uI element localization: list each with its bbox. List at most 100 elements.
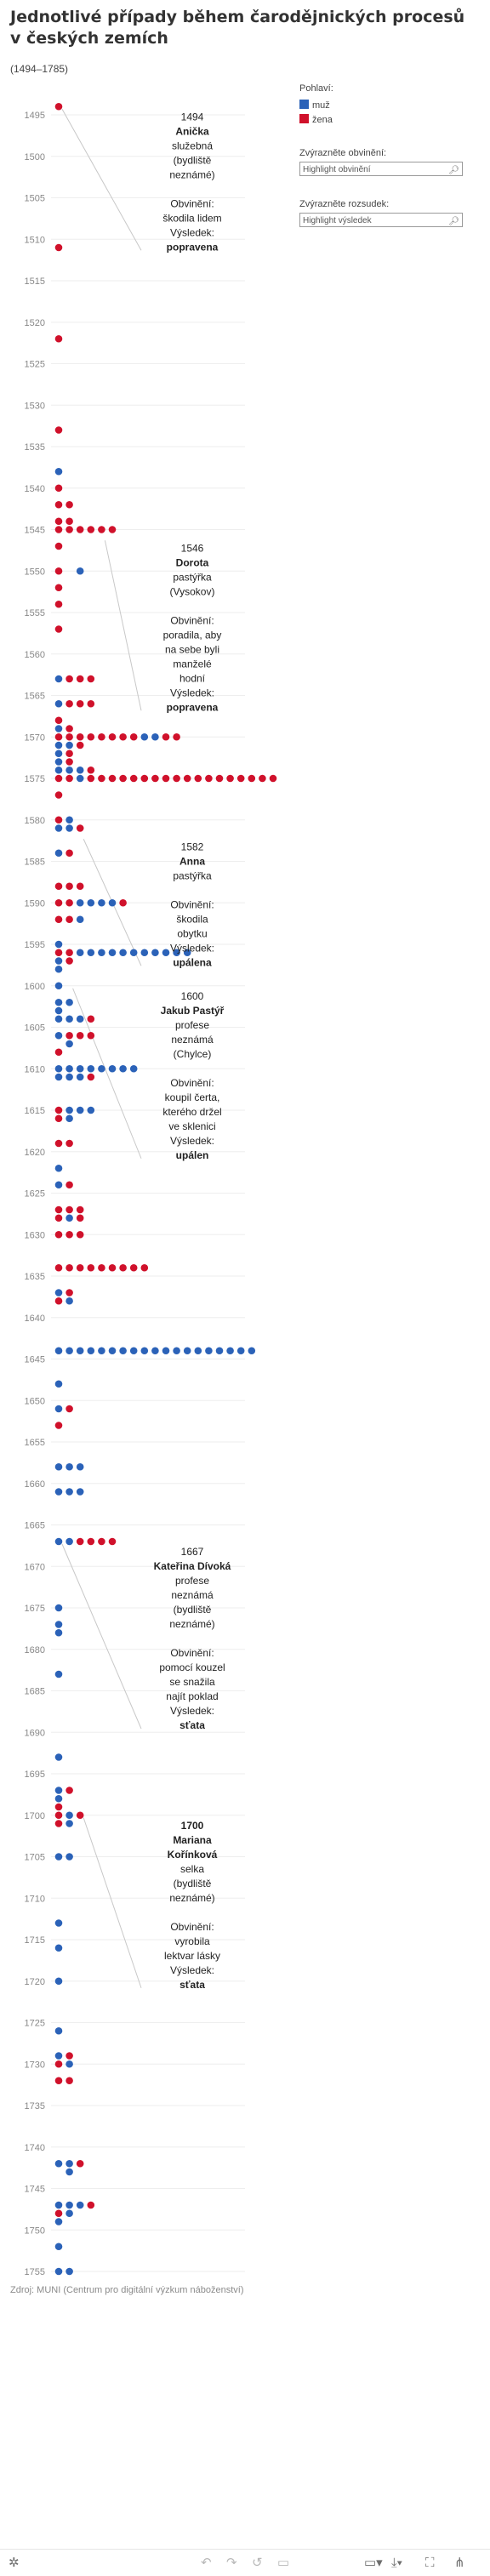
- case-dot-muz[interactable]: [66, 998, 73, 1006]
- case-dot-zena[interactable]: [108, 732, 117, 741]
- case-dot-muz[interactable]: [66, 1106, 73, 1114]
- case-dot-zena[interactable]: [66, 1405, 73, 1413]
- case-dot-zena[interactable]: [76, 1263, 84, 1272]
- case-dot-zena[interactable]: [76, 824, 84, 832]
- case-dot-muz[interactable]: [66, 1040, 73, 1048]
- case-dot-zena[interactable]: [54, 426, 63, 434]
- case-dot-zena[interactable]: [76, 675, 84, 683]
- case-dot-muz[interactable]: [54, 1670, 63, 1678]
- case-dot-muz[interactable]: [119, 949, 127, 957]
- case-dot-muz[interactable]: [108, 1064, 117, 1073]
- case-dot-zena[interactable]: [54, 1048, 63, 1057]
- case-dot-zena[interactable]: [76, 1537, 84, 1546]
- case-dot-muz[interactable]: [54, 1944, 63, 1952]
- case-dot-zena[interactable]: [76, 1230, 84, 1239]
- case-dot-muz[interactable]: [76, 774, 84, 783]
- case-dot-zena[interactable]: [54, 542, 63, 550]
- case-dot-muz[interactable]: [54, 1753, 63, 1761]
- case-dot-muz[interactable]: [87, 1064, 95, 1073]
- case-dot-muz[interactable]: [54, 2243, 63, 2251]
- case-dot-muz[interactable]: [54, 1488, 63, 1496]
- case-dot-zena[interactable]: [226, 774, 234, 783]
- case-dot-muz[interactable]: [66, 1853, 73, 1861]
- case-dot-muz[interactable]: [66, 824, 73, 832]
- case-dot-zena[interactable]: [98, 774, 105, 783]
- case-dot-muz[interactable]: [151, 732, 159, 741]
- case-dot-muz[interactable]: [54, 982, 63, 990]
- case-dot-muz[interactable]: [66, 1064, 73, 1073]
- case-dot-muz[interactable]: [54, 1853, 63, 1861]
- case-dot-zena[interactable]: [76, 2159, 84, 2168]
- case-dot-zena[interactable]: [54, 1820, 63, 1827]
- case-dot-muz[interactable]: [76, 1064, 84, 1073]
- case-dot-muz[interactable]: [76, 2201, 84, 2209]
- case-dot-muz[interactable]: [66, 2209, 73, 2218]
- search-icon[interactable]: 🔎︎: [448, 217, 459, 226]
- case-dot-muz[interactable]: [140, 732, 149, 741]
- case-dot-zena[interactable]: [54, 1811, 63, 1820]
- case-dot-muz[interactable]: [66, 1347, 73, 1355]
- case-dot-zena[interactable]: [66, 526, 73, 533]
- tableau-logo-icon[interactable]: ✲: [9, 2556, 20, 2570]
- case-dot-muz[interactable]: [54, 2267, 63, 2276]
- case-dot-muz[interactable]: [129, 949, 138, 957]
- case-dot-zena[interactable]: [66, 1787, 73, 1794]
- case-dot-zena[interactable]: [54, 882, 63, 891]
- case-dot-muz[interactable]: [54, 1462, 63, 1471]
- case-dot-muz[interactable]: [66, 1820, 73, 1827]
- case-dot-muz[interactable]: [54, 1628, 63, 1637]
- case-dot-zena[interactable]: [87, 1031, 95, 1040]
- case-dot-zena[interactable]: [119, 732, 127, 741]
- case-dot-muz[interactable]: [76, 1106, 84, 1114]
- case-dot-muz[interactable]: [76, 766, 84, 774]
- case-dot-zena[interactable]: [54, 2209, 63, 2218]
- case-dot-zena[interactable]: [98, 1263, 105, 1272]
- case-dot-muz[interactable]: [87, 949, 95, 957]
- case-dot-muz[interactable]: [54, 1164, 63, 1172]
- case-dot-muz[interactable]: [194, 1347, 202, 1355]
- case-dot-zena[interactable]: [129, 732, 138, 741]
- case-dot-muz[interactable]: [54, 2052, 63, 2060]
- case-dot-muz[interactable]: [66, 1811, 73, 1820]
- case-dot-muz[interactable]: [54, 1015, 63, 1023]
- case-dot-muz[interactable]: [54, 1787, 63, 1794]
- case-dot-muz[interactable]: [54, 675, 63, 683]
- case-dot-muz[interactable]: [54, 1064, 63, 1073]
- case-dot-muz[interactable]: [54, 1604, 63, 1612]
- case-dot-zena[interactable]: [173, 732, 180, 741]
- case-dot-zena[interactable]: [119, 898, 127, 907]
- case-dot-zena[interactable]: [54, 584, 63, 592]
- case-dot-zena[interactable]: [54, 243, 63, 252]
- case-dot-muz[interactable]: [76, 1073, 84, 1081]
- case-dot-zena[interactable]: [76, 1811, 84, 1820]
- download-icon[interactable]: ⤓▾: [391, 2556, 402, 2570]
- case-dot-zena[interactable]: [66, 774, 73, 783]
- case-dot-muz[interactable]: [54, 1977, 63, 1986]
- case-dot-muz[interactable]: [54, 824, 63, 832]
- case-dot-muz[interactable]: [66, 2168, 73, 2176]
- case-dot-zena[interactable]: [205, 774, 213, 783]
- case-dot-zena[interactable]: [87, 766, 95, 774]
- case-dot-zena[interactable]: [162, 732, 170, 741]
- case-dot-zena[interactable]: [54, 2060, 63, 2068]
- case-dot-zena[interactable]: [173, 774, 180, 783]
- case-dot-zena[interactable]: [54, 1106, 63, 1114]
- revert-icon[interactable]: ↺: [252, 2556, 263, 2570]
- highlight-obvineni-input[interactable]: Highlight obvinění 🔎︎: [299, 162, 463, 176]
- case-dot-muz[interactable]: [129, 1347, 138, 1355]
- undo-icon[interactable]: ↶: [201, 2556, 212, 2570]
- case-dot-zena[interactable]: [162, 774, 170, 783]
- case-dot-zena[interactable]: [66, 749, 73, 758]
- case-dot-muz[interactable]: [54, 965, 63, 973]
- case-dot-zena[interactable]: [54, 1139, 63, 1148]
- case-dot-zena[interactable]: [76, 699, 84, 708]
- case-dot-zena[interactable]: [66, 1205, 73, 1214]
- case-dot-zena[interactable]: [54, 1263, 63, 1272]
- case-dot-muz[interactable]: [87, 1106, 95, 1114]
- case-dot-muz[interactable]: [98, 1347, 105, 1355]
- case-dot-zena[interactable]: [54, 1803, 63, 1811]
- case-dot-muz[interactable]: [76, 1462, 84, 1471]
- case-dot-zena[interactable]: [54, 1205, 63, 1214]
- case-dot-muz[interactable]: [66, 1462, 73, 1471]
- legend-item-muz[interactable]: muž: [299, 99, 470, 113]
